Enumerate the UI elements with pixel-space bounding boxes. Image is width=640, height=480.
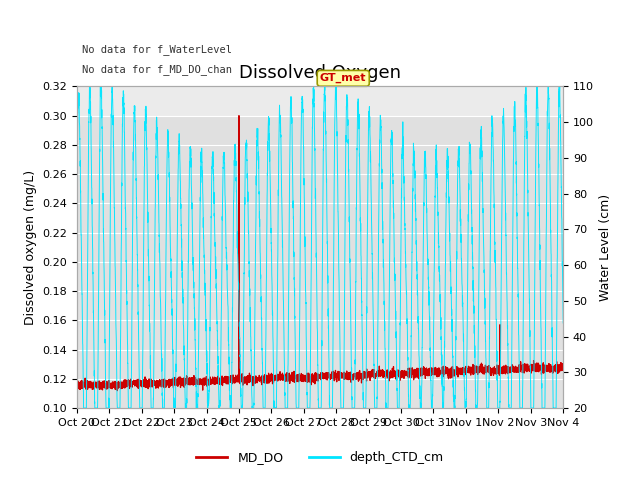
Bar <box>77 291 563 408</box>
Y-axis label: Dissolved oxygen (mg/L): Dissolved oxygen (mg/L) <box>24 169 36 325</box>
Text: No data for f_WaterLevel: No data for f_WaterLevel <box>82 45 232 56</box>
Text: GT_met: GT_met <box>320 73 367 84</box>
Y-axis label: Water Level (cm): Water Level (cm) <box>600 193 612 301</box>
Text: No data for f_MD_DO_chan: No data for f_MD_DO_chan <box>82 64 232 75</box>
Bar <box>77 116 563 291</box>
Legend: MD_DO, depth_CTD_cm: MD_DO, depth_CTD_cm <box>191 446 449 469</box>
Title: Dissolved Oxygen: Dissolved Oxygen <box>239 64 401 82</box>
